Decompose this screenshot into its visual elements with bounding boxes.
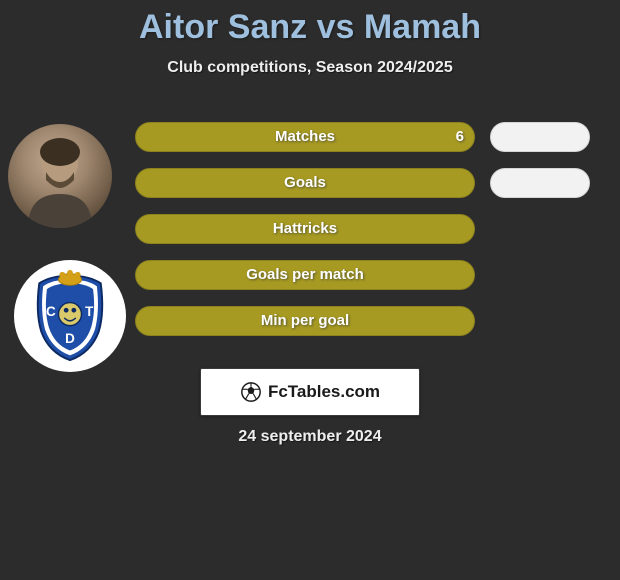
bar-row: Min per goal <box>135 306 615 336</box>
player-avatar <box>8 124 112 228</box>
club-shield-icon: C T D <box>22 268 118 364</box>
date-label: 24 september 2024 <box>0 428 620 446</box>
bar-row: Goals per match <box>135 260 615 290</box>
branding-text: FcTables.com <box>268 382 380 402</box>
bar-label: Goals per match <box>136 260 474 290</box>
bar-label: Goals <box>136 168 474 198</box>
svg-text:T: T <box>85 304 94 319</box>
player-silhouette-icon <box>8 124 112 228</box>
bar-left: Min per goal <box>135 306 475 336</box>
svg-text:C: C <box>46 304 56 319</box>
subtitle: Club competitions, Season 2024/2025 <box>0 59 620 77</box>
bar-label: Hattricks <box>136 214 474 244</box>
svg-text:D: D <box>65 331 75 346</box>
bar-label: Min per goal <box>136 306 474 336</box>
bar-left: Goals <box>135 168 475 198</box>
club-badge: C T D <box>14 260 126 372</box>
bar-right <box>490 122 590 152</box>
soccer-ball-icon <box>240 381 262 403</box>
bar-left: Hattricks <box>135 214 475 244</box>
bar-row: Hattricks <box>135 214 615 244</box>
bar-row: Matches6 <box>135 122 615 152</box>
bar-left: Goals per match <box>135 260 475 290</box>
bar-label: Matches <box>136 122 474 152</box>
bar-left: Matches6 <box>135 122 475 152</box>
bar-left-value: 6 <box>456 122 464 152</box>
bar-right <box>490 168 590 198</box>
branding-badge: FcTables.com <box>200 368 420 416</box>
bar-row: Goals <box>135 168 615 198</box>
comparison-bars: Matches6 Goals Hattricks Goals per match Min… <box>135 122 615 352</box>
page-title: Aitor Sanz vs Mamah <box>0 0 620 47</box>
